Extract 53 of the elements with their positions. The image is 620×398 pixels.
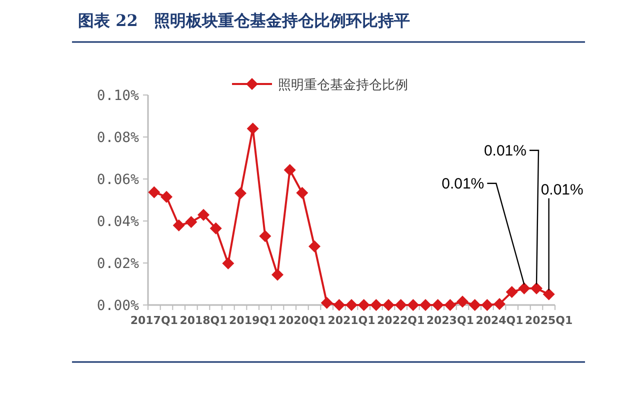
y-tick-label: 0.04%	[96, 214, 140, 230]
x-tick-label: 2022Q1	[377, 314, 425, 327]
chart-title: 图表 22 照明板块重仓基金持仓比例环比持平	[78, 11, 410, 30]
point	[172, 219, 185, 232]
point	[494, 298, 506, 310]
y-tick-label: 0.00%	[96, 298, 140, 314]
legend-label: 照明重仓基金持仓比例	[278, 78, 408, 93]
point	[222, 257, 234, 270]
point	[333, 299, 346, 311]
point	[185, 216, 198, 228]
point	[506, 286, 518, 298]
point	[456, 296, 468, 308]
point	[468, 299, 481, 311]
point	[518, 282, 530, 294]
point	[530, 282, 542, 294]
point	[234, 187, 246, 200]
y-tick-label: 0.10%	[96, 88, 140, 104]
point	[320, 296, 333, 309]
point	[346, 299, 358, 311]
x-tick-label: 2020Q1	[278, 314, 326, 327]
point	[370, 299, 382, 311]
x-tick-label: 2017Q1	[130, 314, 178, 327]
x-tick-label: 2019Q1	[229, 314, 277, 327]
data-label: 0.01%	[484, 142, 526, 160]
data-label: 0.01%	[540, 181, 584, 198]
y-tick-label: 0.02%	[96, 256, 140, 272]
point	[407, 299, 420, 311]
point	[160, 190, 172, 203]
x-tick-label: 2021Q1	[328, 314, 376, 327]
point	[432, 299, 444, 311]
point	[542, 288, 555, 300]
point	[444, 299, 456, 311]
point	[198, 208, 210, 221]
point	[259, 230, 272, 242]
point	[382, 299, 394, 311]
point	[148, 186, 160, 198]
y-tick-label: 0.06%	[96, 172, 140, 188]
point	[308, 240, 320, 252]
y-tick-label: 0.08%	[96, 130, 140, 146]
point	[284, 164, 296, 176]
point	[246, 122, 259, 135]
point	[358, 299, 370, 311]
point	[272, 268, 284, 281]
point	[420, 299, 432, 311]
point	[296, 186, 308, 199]
point	[210, 222, 222, 234]
x-tick-label: 2018Q1	[180, 314, 228, 327]
data-label: 0.01%	[442, 175, 484, 192]
x-tick-label: 2024Q1	[476, 314, 524, 327]
x-tick-label: 2023Q1	[426, 314, 474, 327]
point	[481, 299, 494, 311]
x-tick-label: 2025Q1	[525, 314, 573, 327]
point	[394, 299, 407, 311]
